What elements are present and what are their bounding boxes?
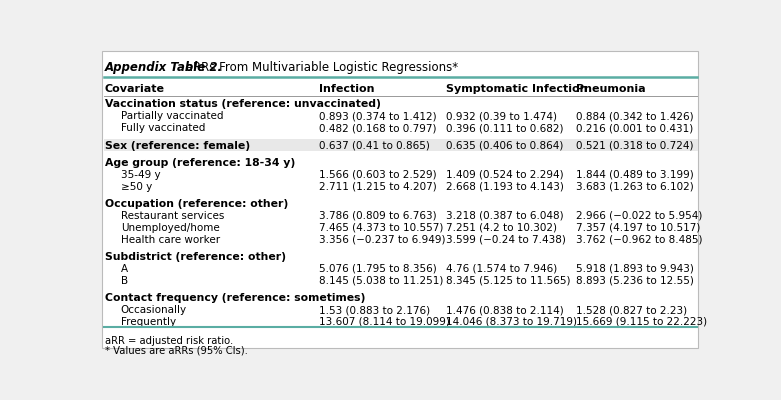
Text: 35-49 y: 35-49 y [120,170,160,180]
Text: 3.218 (0.387 to 6.048): 3.218 (0.387 to 6.048) [446,211,563,221]
FancyBboxPatch shape [104,139,698,152]
Text: 8.893 (5.236 to 12.55): 8.893 (5.236 to 12.55) [576,276,694,286]
Text: Restaurant services: Restaurant services [120,211,224,221]
Text: Subdistrict (reference: other): Subdistrict (reference: other) [105,252,286,262]
Text: ≥50 y: ≥50 y [120,182,152,192]
Text: 0.216 (0.001 to 0.431): 0.216 (0.001 to 0.431) [576,123,693,133]
Text: 0.482 (0.168 to 0.797): 0.482 (0.168 to 0.797) [319,123,436,133]
Text: Fully vaccinated: Fully vaccinated [120,123,205,133]
Text: 4.76 (1.574 to 7.946): 4.76 (1.574 to 7.946) [446,264,557,274]
Text: 15.669 (9.115 to 22.223): 15.669 (9.115 to 22.223) [576,317,707,327]
Text: * Values are aRRs (95% CIs).: * Values are aRRs (95% CIs). [105,345,248,355]
Text: Pneumonia: Pneumonia [576,84,645,94]
Text: Covariate: Covariate [105,84,165,94]
Text: 2.711 (1.215 to 4.207): 2.711 (1.215 to 4.207) [319,182,437,192]
FancyBboxPatch shape [102,51,698,348]
Text: 0.884 (0.342 to 1.426): 0.884 (0.342 to 1.426) [576,111,694,121]
Text: 1.476 (0.838 to 2.114): 1.476 (0.838 to 2.114) [446,305,563,315]
Text: 5.076 (1.795 to 8.356): 5.076 (1.795 to 8.356) [319,264,437,274]
Text: Partially vaccinated: Partially vaccinated [120,111,223,121]
Text: 3.786 (0.809 to 6.763): 3.786 (0.809 to 6.763) [319,211,436,221]
Text: aRR = adjusted risk ratio.: aRR = adjusted risk ratio. [105,336,234,346]
Text: 3.356 (−0.237 to 6.949): 3.356 (−0.237 to 6.949) [319,235,445,245]
Text: 7.357 (4.197 to 10.517): 7.357 (4.197 to 10.517) [576,223,701,233]
Text: Vaccination status (reference: unvaccinated): Vaccination status (reference: unvaccina… [105,100,381,110]
Text: 1.566 (0.603 to 2.529): 1.566 (0.603 to 2.529) [319,170,436,180]
Text: 8.145 (5.038 to 11.251): 8.145 (5.038 to 11.251) [319,276,443,286]
Text: 0.521 (0.318 to 0.724): 0.521 (0.318 to 0.724) [576,140,694,150]
Text: Sex (reference: female): Sex (reference: female) [105,140,250,150]
Text: 1.844 (0.489 to 3.199): 1.844 (0.489 to 3.199) [576,170,694,180]
Text: 8.345 (5.125 to 11.565): 8.345 (5.125 to 11.565) [446,276,570,286]
Text: Frequently: Frequently [120,317,176,327]
Text: Unemployed/home: Unemployed/home [120,223,219,233]
Text: 7.465 (4.373 to 10.557): 7.465 (4.373 to 10.557) [319,223,443,233]
Text: 14.046 (8.373 to 19.719): 14.046 (8.373 to 19.719) [446,317,576,327]
Text: 2.966 (−0.022 to 5.954): 2.966 (−0.022 to 5.954) [576,211,702,221]
Text: Occasionally: Occasionally [120,305,187,315]
Text: Occupation (reference: other): Occupation (reference: other) [105,199,288,209]
Text: 1.409 (0.524 to 2.294): 1.409 (0.524 to 2.294) [446,170,563,180]
Text: Infection: Infection [319,84,374,94]
Text: 0.893 (0.374 to 1.412): 0.893 (0.374 to 1.412) [319,111,436,121]
Text: 3.683 (1.263 to 6.102): 3.683 (1.263 to 6.102) [576,182,694,192]
Text: Symptomatic Infection: Symptomatic Infection [446,84,587,94]
Text: 7.251 (4.2 to 10.302): 7.251 (4.2 to 10.302) [446,223,557,233]
Text: 0.396 (0.111 to 0.682): 0.396 (0.111 to 0.682) [446,123,563,133]
Text: 13.607 (8.114 to 19.099): 13.607 (8.114 to 19.099) [319,317,449,327]
Text: B: B [120,276,128,286]
Text: 2.668 (1.193 to 4.143): 2.668 (1.193 to 4.143) [446,182,564,192]
Text: 1.528 (0.827 to 2.23): 1.528 (0.827 to 2.23) [576,305,687,315]
Text: Health care worker: Health care worker [120,235,219,245]
Text: 5.918 (1.893 to 9.943): 5.918 (1.893 to 9.943) [576,264,694,274]
Text: Age group (reference: 18-34 y): Age group (reference: 18-34 y) [105,158,295,168]
Text: 0.932 (0.39 to 1.474): 0.932 (0.39 to 1.474) [446,111,557,121]
Text: 1.53 (0.883 to 2.176): 1.53 (0.883 to 2.176) [319,305,430,315]
Text: 3.762 (−0.962 to 8.485): 3.762 (−0.962 to 8.485) [576,235,702,245]
Text: Contact frequency (reference: sometimes): Contact frequency (reference: sometimes) [105,293,366,303]
Text: Appendix Table 2.: Appendix Table 2. [105,61,223,74]
Text: 0.635 (0.406 to 0.864): 0.635 (0.406 to 0.864) [446,140,563,150]
Text: A: A [120,264,128,274]
Text: 3.599 (−0.24 to 7.438): 3.599 (−0.24 to 7.438) [446,235,565,245]
Text: 0.637 (0.41 to 0.865): 0.637 (0.41 to 0.865) [319,140,430,150]
Text: aRRs From Multivariable Logistic Regressions*: aRRs From Multivariable Logistic Regress… [182,61,458,74]
